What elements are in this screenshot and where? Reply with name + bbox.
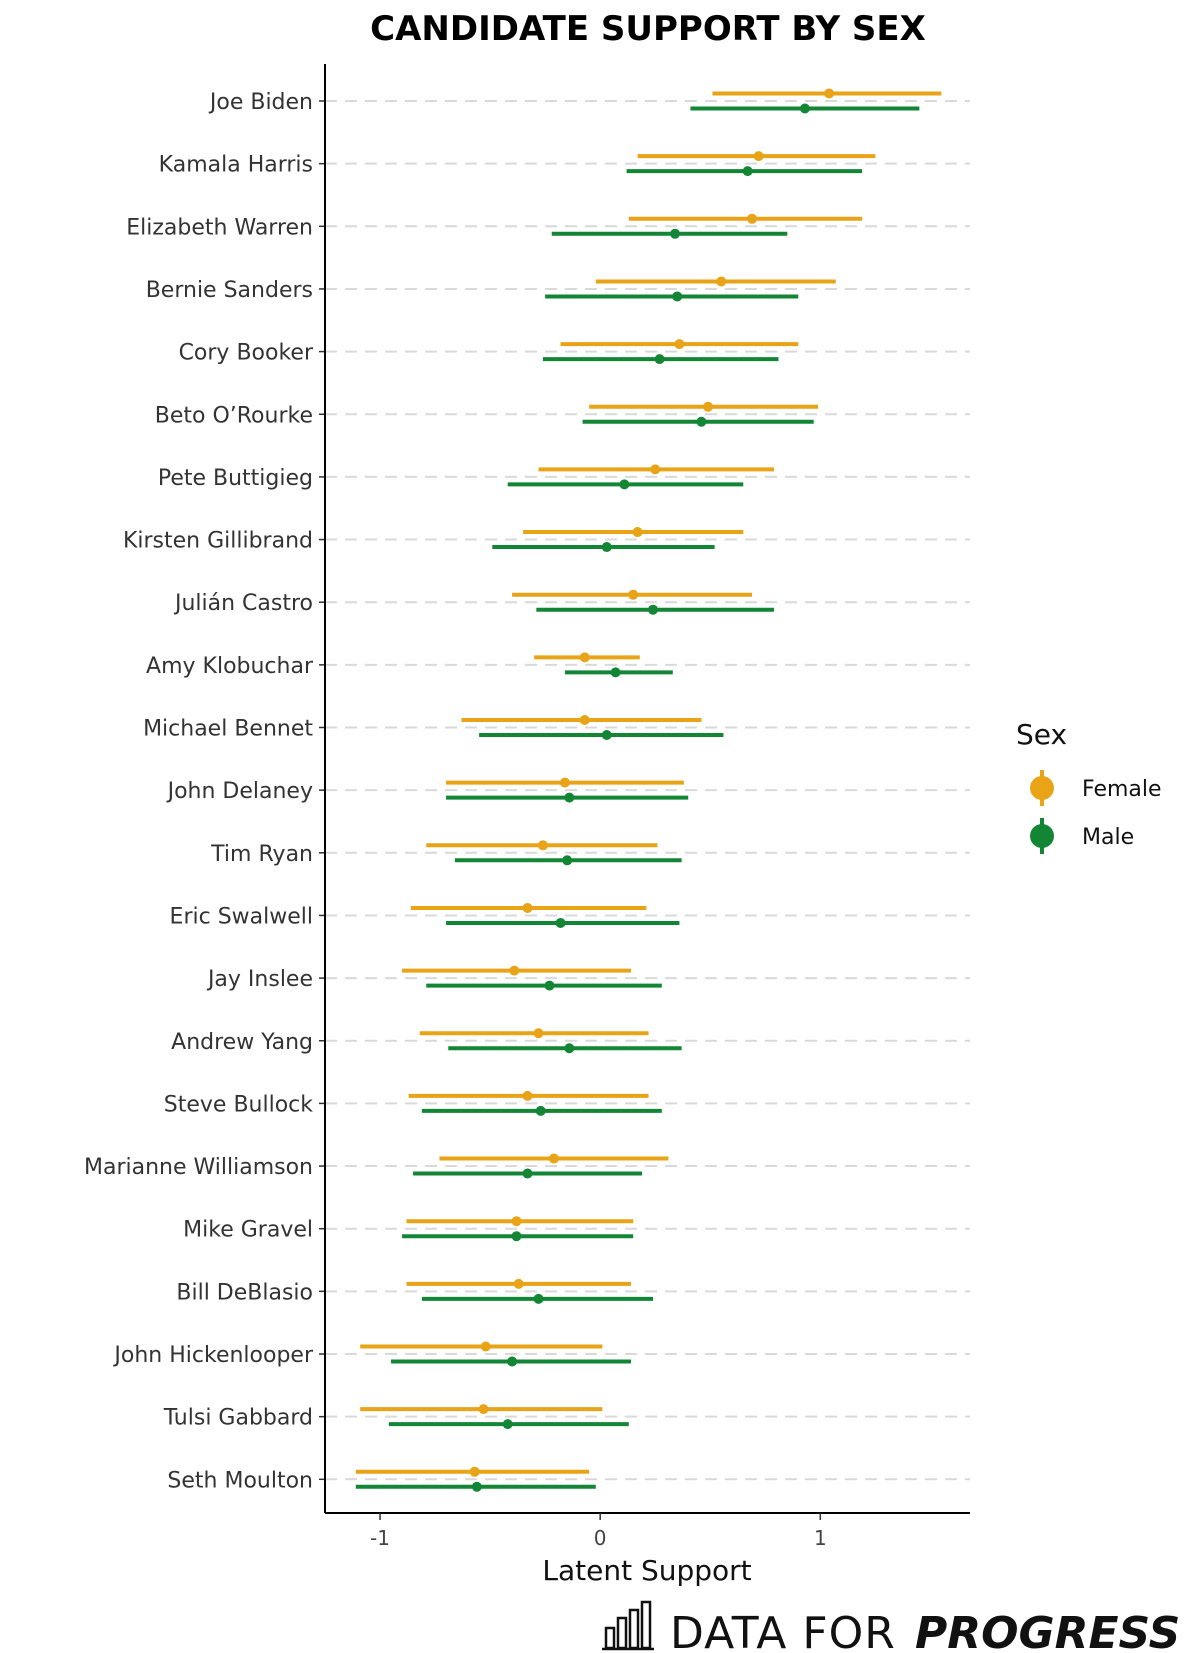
y-tick-label: Kamala Harris: [159, 153, 313, 178]
y-tick-label: Elizabeth Warren: [126, 215, 313, 240]
y-tick-label: John Delaney: [166, 779, 313, 804]
point-estimate: [824, 88, 835, 99]
series-male: [355, 103, 920, 1492]
point-estimate: [535, 1105, 546, 1116]
point-estimate: [648, 604, 659, 615]
y-tick-label: Beto O’Rourke: [155, 403, 313, 428]
point-estimate: [513, 1278, 524, 1289]
point-estimate: [478, 1404, 489, 1415]
legend-key-dot: [1030, 776, 1054, 800]
svg-text:DATA FOR PROGRESS: DATA FOR PROGRESS: [670, 1608, 1180, 1653]
point-estimate: [564, 792, 575, 803]
y-tick-label: Steve Bullock: [164, 1092, 313, 1117]
brand-logo: DATA FOR PROGRESS: [602, 1600, 1180, 1653]
y-tick-label: Pete Buttigieg: [158, 466, 313, 491]
point-estimate: [716, 276, 727, 287]
point-estimate: [672, 291, 683, 302]
y-tick-label: Eric Swalwell: [170, 904, 313, 929]
point-estimate: [544, 980, 555, 991]
point-estimate: [670, 228, 681, 239]
point-estimate: [753, 151, 764, 162]
point-estimate: [650, 464, 661, 475]
point-estimate: [674, 339, 685, 350]
point-estimate: [564, 1043, 575, 1054]
legend-label: Male: [1082, 825, 1134, 850]
x-tick-label: 0: [594, 1526, 607, 1550]
legend-label: Female: [1082, 777, 1162, 802]
point-estimate: [628, 589, 639, 600]
point-estimate: [747, 213, 758, 224]
point-estimate: [601, 730, 612, 740]
point-estimate: [522, 1168, 533, 1179]
y-tick-label: Bernie Sanders: [146, 278, 313, 303]
point-estimate: [509, 965, 520, 976]
brand-name-light: DATA FOR: [670, 1608, 896, 1653]
x-axis-ticks: -1 0 1: [370, 1513, 827, 1550]
point-estimate: [610, 667, 621, 678]
point-estimate: [480, 1341, 491, 1352]
point-estimate: [533, 1028, 544, 1039]
point-estimate: [555, 917, 566, 928]
point-estimate: [511, 1216, 522, 1227]
point-estimate: [537, 840, 548, 851]
x-tick-label: -1: [370, 1526, 390, 1550]
y-tick-label: Bill DeBlasio: [176, 1280, 313, 1305]
y-tick-label: Kirsten Gillibrand: [123, 529, 313, 554]
x-axis-label: Latent Support: [542, 1554, 751, 1587]
point-estimate: [502, 1419, 513, 1430]
point-estimate: [522, 1090, 533, 1101]
chart-title: CANDIDATE SUPPORT BY SEX: [370, 9, 926, 49]
legend-key-dot: [1030, 824, 1054, 848]
point-estimate: [559, 777, 570, 788]
point-estimate: [742, 166, 753, 177]
point-estimate: [654, 354, 665, 365]
point-estimate: [507, 1356, 518, 1367]
point-estimate: [471, 1481, 482, 1492]
y-tick-label: Tulsi Gabbard: [163, 1406, 313, 1431]
point-estimate: [799, 103, 810, 114]
y-axis-tick-labels: Joe Biden Kamala Harris Elizabeth Warren Be…: [84, 90, 314, 1493]
y-tick-label: Cory Booker: [179, 341, 314, 366]
point-estimate: [696, 416, 707, 427]
brand-name-bold: PROGRESS: [915, 1608, 1180, 1653]
point-estimate: [548, 1153, 559, 1164]
legend-item-female: Female: [1030, 770, 1162, 806]
y-tick-label: Amy Klobuchar: [146, 654, 314, 679]
gridlines: [319, 100, 970, 1481]
point-estimate: [579, 715, 590, 725]
point-estimate: [469, 1466, 480, 1477]
point-estimate: [619, 479, 630, 490]
y-tick-label: Joe Biden: [208, 90, 313, 115]
y-tick-label: Jay Inslee: [206, 967, 313, 992]
y-tick-label: Michael Bennet: [143, 717, 313, 742]
point-estimate: [601, 542, 612, 553]
y-tick-label: Mike Gravel: [183, 1218, 313, 1243]
legend-item-male: Male: [1030, 818, 1134, 854]
y-tick-label: John Hickenlooper: [112, 1343, 314, 1368]
point-estimate: [632, 527, 643, 538]
point-estimate: [579, 652, 590, 663]
point-estimate: [511, 1231, 522, 1242]
point-estimate: [533, 1293, 544, 1304]
y-tick-label: Marianne Williamson: [84, 1155, 313, 1180]
y-tick-label: Seth Moulton: [167, 1468, 313, 1493]
series-marks: [355, 88, 942, 1492]
x-tick-label: 1: [814, 1526, 827, 1550]
bar-chart-icon: [602, 1600, 654, 1651]
series-female: [355, 88, 942, 1477]
point-estimate: [522, 902, 533, 913]
legend: Sex Female Male: [1016, 718, 1162, 854]
y-tick-label: Tim Ryan: [210, 842, 313, 867]
legend-items: Female Male: [1030, 770, 1162, 854]
y-tick-label: Julián Castro: [173, 591, 313, 616]
point-estimate: [562, 855, 573, 866]
point-estimate: [703, 401, 714, 412]
legend-title: Sex: [1016, 718, 1067, 751]
y-tick-label: Andrew Yang: [171, 1030, 313, 1055]
